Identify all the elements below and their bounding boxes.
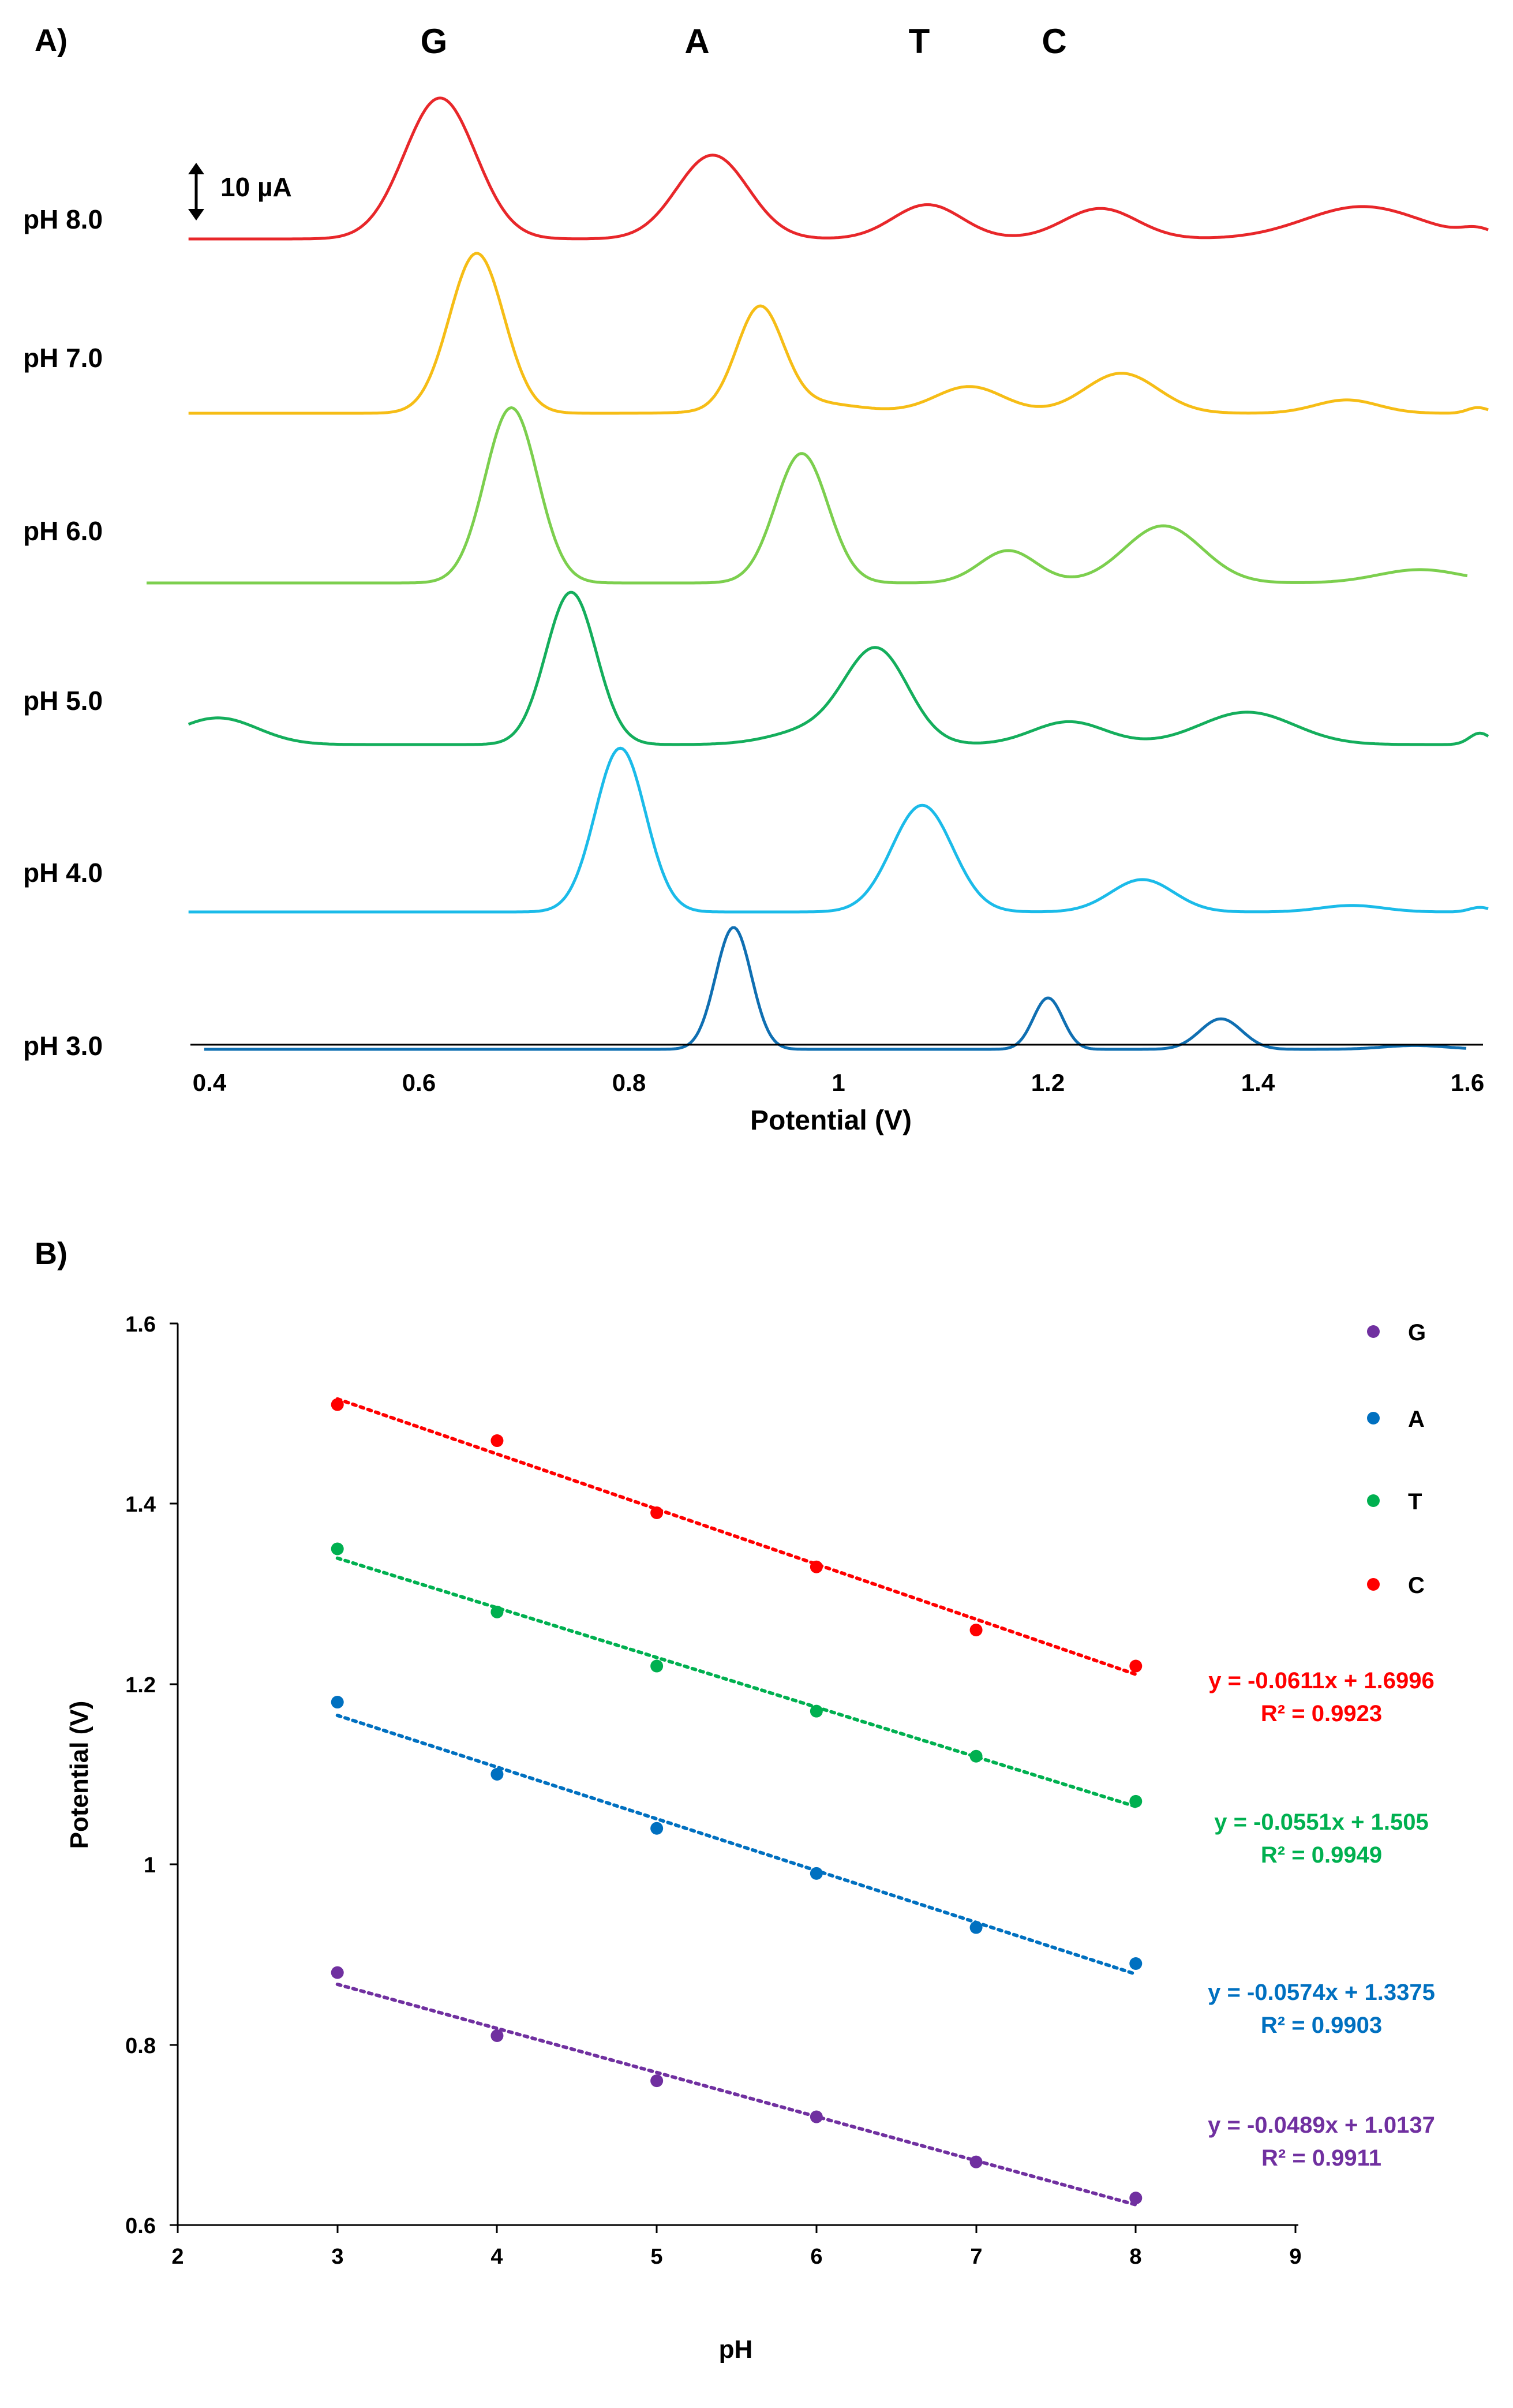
equation-g: y = -0.0489x + 1.0137 [1208, 2112, 1435, 2138]
trace-label-ph5: pH 5.0 [23, 686, 103, 716]
panel-a-x-tick: 1.2 [1031, 1069, 1065, 1096]
x-tick-label: 2 [171, 2245, 183, 2269]
trace-label-ph6: pH 6.0 [23, 516, 103, 546]
trace-label-ph3: pH 3.0 [23, 1031, 103, 1061]
legend-marker-g [1367, 1325, 1380, 1338]
trace-label-ph7: pH 7.0 [23, 343, 103, 373]
point-t-ph7 [969, 1749, 983, 1763]
r-squared-g: R² = 0.9911 [1261, 2145, 1381, 2171]
panel-a-x-tick: 0.8 [612, 1069, 646, 1096]
panel-a-x-tick: 1 [832, 1069, 845, 1096]
point-g-ph3 [331, 1966, 344, 1979]
r-squared-c: R² = 0.9923 [1261, 1701, 1382, 1726]
point-c-ph6 [810, 1560, 823, 1573]
trace-label-ph8: pH 8.0 [23, 204, 103, 234]
legend-marker-c [1367, 1578, 1380, 1591]
scale-bar-arrow-down-icon [188, 209, 204, 220]
r-squared-a: R² = 0.9903 [1261, 2013, 1382, 2038]
panel-b-y-axis-title: Potential (V) [65, 1701, 93, 1849]
point-t-ph6 [810, 1704, 823, 1718]
trendline-a [335, 1714, 1138, 1976]
trace-ph6 [147, 406, 1468, 585]
point-a-ph8 [1129, 1957, 1143, 1970]
point-g-ph8 [1129, 2192, 1143, 2205]
y-tick-label: 1.2 [125, 1673, 156, 1697]
point-g-ph4 [490, 2029, 504, 2042]
x-tick-label: 7 [970, 2245, 982, 2269]
trendline-c [335, 1397, 1138, 1676]
y-tick-label: 0.6 [125, 2214, 156, 2238]
y-tick-label: 0.8 [125, 2034, 156, 2058]
panel-a-x-tick: 1.6 [1451, 1069, 1484, 1096]
scale-bar-label: 10 µA [220, 172, 292, 202]
x-tick-label: 4 [490, 2245, 503, 2269]
trace-ph5 [188, 590, 1489, 746]
y-tick-label: 1 [144, 1853, 156, 1878]
peak-label-a: A [684, 22, 709, 61]
panel-a-label: A) [35, 23, 68, 58]
point-t-ph3 [331, 1542, 344, 1556]
legend-label-a: A [1408, 1407, 1425, 1432]
point-g-ph7 [969, 2155, 983, 2168]
point-c-ph4 [490, 1434, 504, 1448]
x-tick-label: 6 [810, 2245, 822, 2269]
point-t-ph4 [490, 1605, 504, 1618]
legend-marker-a [1367, 1412, 1380, 1424]
equation-a: y = -0.0574x + 1.3375 [1208, 1980, 1435, 2005]
point-g-ph5 [650, 2074, 664, 2088]
scatter-series [331, 1397, 1143, 2207]
panel-b-x-ticks: 2 3 4 5 6 7 8 9 [171, 2225, 1302, 2269]
peak-label-c: C [1042, 22, 1066, 61]
scale-bar: 10 µA [188, 163, 292, 220]
point-c-ph3 [331, 1398, 344, 1411]
peak-label-t: T [909, 22, 930, 61]
legend-label-g: G [1408, 1320, 1426, 1345]
trace-label-ph4: pH 4.0 [23, 858, 103, 888]
legend-marker-t [1367, 1494, 1380, 1507]
legend-label-t: T [1408, 1489, 1422, 1515]
panel-b-x-axis-title: pH [719, 2335, 753, 2364]
legend: G A T C [1367, 1320, 1426, 1598]
panel-a-x-tick: 1.4 [1241, 1069, 1275, 1096]
regression-equations: y = -0.0611x + 1.6996 R² = 0.9923 y = -0… [1208, 1668, 1435, 2171]
equation-t: y = -0.0551x + 1.505 [1214, 1809, 1428, 1835]
equation-c: y = -0.0611x + 1.6996 [1208, 1668, 1434, 1693]
trace-ph7 [188, 252, 1489, 415]
panel-a-x-tick: 0.6 [402, 1069, 436, 1096]
panel-b-label: B) [35, 1236, 68, 1271]
legend-label-c: C [1408, 1573, 1425, 1598]
trace-ph4 [188, 746, 1489, 914]
panel-a-x-axis-title: Potential (V) [750, 1105, 912, 1136]
scale-bar-arrow-up-icon [188, 163, 204, 174]
panel-a: A) G A T C 10 µA pH 8.0 pH 7.0 pH 6.0 pH… [23, 22, 1489, 1136]
peak-label-g: G [421, 22, 448, 61]
panel-a-x-tick: 0.4 [193, 1069, 227, 1096]
point-a-ph3 [331, 1696, 344, 1709]
y-tick-label: 1.6 [125, 1313, 156, 1337]
trace-ph3 [204, 926, 1467, 1051]
x-tick-label: 3 [331, 2245, 343, 2269]
point-a-ph4 [490, 1768, 504, 1781]
point-a-ph7 [969, 1921, 983, 1934]
point-c-ph7 [969, 1624, 983, 1637]
point-t-ph5 [650, 1659, 664, 1673]
trendline-g [335, 1982, 1138, 2207]
point-g-ph6 [810, 2110, 823, 2123]
x-tick-label: 9 [1289, 2245, 1301, 2269]
trace-ph8 [188, 96, 1489, 241]
point-c-ph5 [650, 1506, 664, 1520]
panel-b: B) 0.6 0.8 1 1.2 1.4 1.6 [35, 1236, 1435, 2364]
voltammogram-traces [147, 96, 1489, 1051]
point-a-ph5 [650, 1822, 664, 1835]
y-tick-label: 1.4 [125, 1493, 156, 1517]
point-t-ph8 [1129, 1794, 1143, 1808]
trendline-t [335, 1556, 1138, 1808]
x-tick-label: 5 [650, 2245, 662, 2269]
point-a-ph6 [810, 1867, 823, 1880]
r-squared-t: R² = 0.9949 [1261, 1842, 1382, 1868]
panel-b-y-ticks: 0.6 0.8 1 1.2 1.4 1.6 [125, 1313, 178, 2238]
point-c-ph8 [1129, 1659, 1143, 1673]
x-tick-label: 8 [1129, 2245, 1141, 2269]
